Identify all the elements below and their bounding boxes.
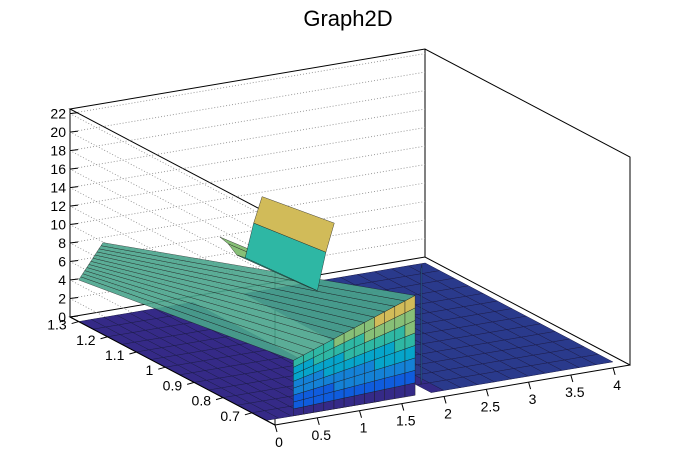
- ridge-cell: [100, 242, 416, 302]
- y-tick: [71, 321, 79, 325]
- z-axis: 0 2 4 6 8 10 12 14 16 18 20 22: [50, 106, 79, 325]
- y-tick: [244, 412, 253, 416]
- x-tick: [570, 374, 574, 383]
- chart-title: Graph2D: [303, 6, 393, 31]
- z-tick: [69, 260, 79, 263]
- z-gridline: [68, 108, 426, 278]
- z-tick: [69, 315, 79, 318]
- x-tick: [485, 389, 489, 397]
- x-tick-label: 2.5: [481, 398, 501, 414]
- x-tick: [274, 424, 278, 433]
- z-tick: [69, 186, 79, 189]
- z-tick: [69, 241, 79, 244]
- y-tick: [158, 366, 166, 370]
- x-tick: [612, 367, 616, 375]
- z-tick: [69, 112, 79, 115]
- y-tick-label: 1.1: [105, 347, 125, 363]
- x-tick: [401, 403, 405, 411]
- z-tick: [69, 278, 79, 281]
- z-tick-label: 22: [50, 106, 66, 122]
- z-tick-label: 10: [50, 217, 66, 233]
- y-tick-label: 1.2: [76, 332, 96, 348]
- z-tick: [69, 167, 79, 170]
- z-tick: [69, 297, 79, 300]
- z-tick-label: 20: [50, 124, 66, 140]
- surface-mesh: [77, 196, 614, 421]
- z-gridline: [68, 145, 426, 315]
- z-gridline: [68, 71, 426, 241]
- z-gridline: [68, 127, 426, 296]
- y-tick-label: 1: [145, 362, 153, 378]
- z-tick-label: 18: [50, 143, 66, 159]
- y-tick: [215, 397, 224, 401]
- x-tick-label: 4: [613, 377, 621, 393]
- z-tick: [69, 149, 79, 152]
- front-y-edge: [69, 316, 276, 426]
- spike-cell: [420, 264, 423, 385]
- x-tick-label: 3.5: [565, 384, 585, 400]
- x-tick: [359, 410, 363, 418]
- x-tick-label: 2: [444, 405, 452, 421]
- z-tick-label: 4: [58, 272, 66, 288]
- z-tick: [69, 130, 79, 133]
- y-tick: [100, 336, 108, 340]
- z-tick-label: 2: [58, 291, 66, 307]
- surface-cell: [580, 354, 614, 365]
- x-tick-label: 3: [529, 391, 537, 407]
- z-tick: [69, 223, 79, 226]
- z-tick-label: 14: [50, 180, 66, 196]
- z-gridline: [68, 90, 426, 259]
- bump-cell: [253, 196, 335, 253]
- y-tick: [129, 351, 137, 355]
- x-tick-label: 0.5: [312, 427, 332, 443]
- x-tick-label: 1: [360, 420, 368, 436]
- x-tick: [316, 417, 320, 425]
- z-tick-label: 0: [58, 309, 66, 325]
- z-tick-label: 12: [50, 198, 66, 214]
- x-tick: [528, 382, 532, 390]
- wall-cell: [404, 382, 416, 398]
- y-tick: [187, 381, 195, 385]
- x-axis: 0 0.5 1 1.5 2 2.5 3 3.5 4: [274, 367, 621, 450]
- z-gridline: [68, 164, 426, 333]
- z-tick-label: 8: [58, 235, 66, 251]
- y-tick-label: 0.9: [163, 377, 183, 393]
- x-tick-label: 1.5: [396, 413, 416, 429]
- x-tick: [443, 396, 447, 404]
- z-tick-label: 16: [50, 161, 66, 177]
- z-tick: [69, 204, 79, 207]
- y-tick-label: 0.7: [220, 408, 240, 424]
- y-tick-label: 0.8: [192, 393, 212, 409]
- y-tick-label: 1.3: [47, 317, 67, 333]
- z-tick-label: 6: [58, 254, 66, 270]
- y-axis: 0.7 0.8 0.9 1 1.1 1.2 1.3: [47, 317, 253, 424]
- x-tick-label: 0: [275, 434, 283, 450]
